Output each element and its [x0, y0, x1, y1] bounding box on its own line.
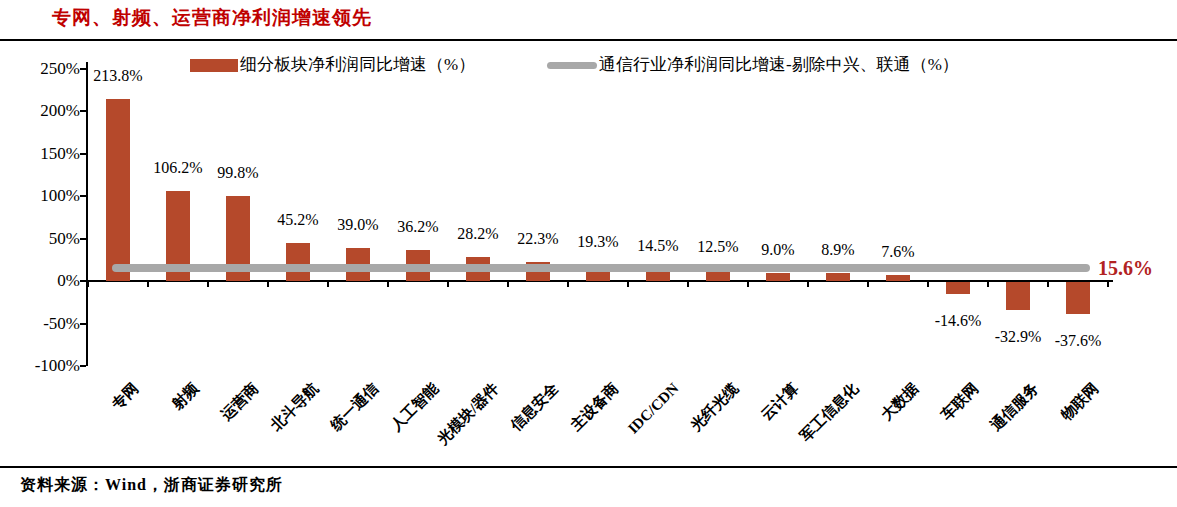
- x-axis-tick: [567, 282, 569, 287]
- line-series-legend-label: 通信行业净利润同比增速-剔除中兴、联通（%）: [599, 54, 959, 76]
- bar: [1006, 282, 1030, 310]
- category-label: 车联网: [938, 380, 981, 423]
- category-label: 统一通信: [328, 380, 382, 434]
- category-label: 信息安全: [508, 380, 562, 434]
- y-axis-tick-label: 100%: [0, 186, 80, 206]
- x-axis-tick: [147, 282, 149, 287]
- x-axis-tick: [987, 282, 989, 287]
- category-label: 专网: [109, 380, 142, 413]
- category-label: 北斗导航: [268, 380, 322, 434]
- y-axis-tick: [80, 195, 86, 197]
- y-axis-tick: [80, 365, 86, 367]
- x-axis-tick: [687, 282, 689, 287]
- bar-value-label: -14.6%: [920, 312, 996, 329]
- y-axis-tick: [80, 153, 86, 155]
- category-label: 射频: [169, 380, 202, 413]
- category-label: 通信服务: [988, 380, 1042, 434]
- y-axis-tick: [80, 280, 86, 282]
- source-note: 资料来源：Wind，浙商证券研究所: [20, 475, 283, 496]
- category-label: 主设备商: [568, 380, 622, 434]
- x-axis-tick: [327, 282, 329, 287]
- y-axis-tick-label: -100%: [0, 356, 80, 376]
- y-axis-tick-label: 50%: [0, 229, 80, 249]
- category-label: 运营商: [218, 380, 261, 423]
- bar: [946, 282, 970, 294]
- y-axis-tick: [80, 323, 86, 325]
- x-axis-tick: [507, 282, 509, 287]
- bar: [766, 273, 790, 281]
- category-label: 军工信息化: [797, 380, 861, 444]
- bar-value-label: -37.6%: [1040, 332, 1116, 349]
- y-axis-tick: [80, 238, 86, 240]
- y-axis-tick-label: 0%: [0, 271, 80, 291]
- benchmark-value-label: 15.6%: [1098, 258, 1153, 278]
- bar: [706, 270, 730, 281]
- x-axis-tick: [447, 282, 449, 287]
- x-axis-tick: [807, 282, 809, 287]
- category-label: 光纤光缆: [688, 380, 742, 434]
- legend-item-line-series: 通信行业净利润同比增速-剔除中兴、联通（%）: [547, 54, 959, 76]
- x-axis-tick: [207, 282, 209, 287]
- y-axis-tick-label: 200%: [0, 101, 80, 121]
- y-axis-tick-label: 150%: [0, 144, 80, 164]
- x-axis-tick: [627, 282, 629, 287]
- x-axis-tick: [87, 282, 89, 287]
- category-label: 人工智能: [388, 380, 442, 434]
- bar: [826, 273, 850, 281]
- category-label: 云计算: [758, 380, 801, 423]
- bar: [886, 275, 910, 281]
- x-axis-tick: [747, 282, 749, 287]
- line-series-swatch: [547, 62, 597, 69]
- category-label: 大数据: [878, 380, 921, 423]
- bar: [286, 243, 310, 281]
- category-label: IDC/CDN: [625, 380, 682, 437]
- bar-value-label: 99.8%: [200, 164, 276, 181]
- x-axis-tick: [1047, 282, 1049, 287]
- bar-value-label: 7.6%: [860, 243, 936, 260]
- top-rule: [0, 39, 1177, 41]
- bar-value-label: 213.8%: [80, 67, 156, 84]
- y-axis-tick-label: 250%: [0, 59, 80, 79]
- y-axis-line: [86, 62, 88, 366]
- x-axis-tick: [267, 282, 269, 287]
- category-label: 光模块/器件: [434, 380, 501, 447]
- chart-title: 专网、射频、运营商净利润增速领先: [52, 5, 372, 31]
- benchmark-line: [112, 264, 1090, 272]
- category-label: 物联网: [1058, 380, 1101, 423]
- bar: [1066, 282, 1090, 314]
- x-axis-tick: [927, 282, 929, 287]
- y-axis-tick-label: -50%: [0, 314, 80, 334]
- x-axis-tick: [1107, 282, 1109, 287]
- legend-item-bar-series: 细分板块净利润同比增速（%）: [190, 54, 475, 76]
- x-axis-tick: [387, 282, 389, 287]
- bar-series-swatch: [190, 59, 238, 72]
- y-axis-tick: [80, 110, 86, 112]
- bottom-rule: [0, 466, 1177, 468]
- bar-series-legend-label: 细分板块净利润同比增速（%）: [240, 54, 475, 76]
- report-chart-figure: 专网、射频、运营商净利润增速领先 细分板块净利润同比增速（%） 通信行业净利润同…: [0, 0, 1177, 507]
- bar: [106, 99, 130, 281]
- x-axis-tick: [867, 282, 869, 287]
